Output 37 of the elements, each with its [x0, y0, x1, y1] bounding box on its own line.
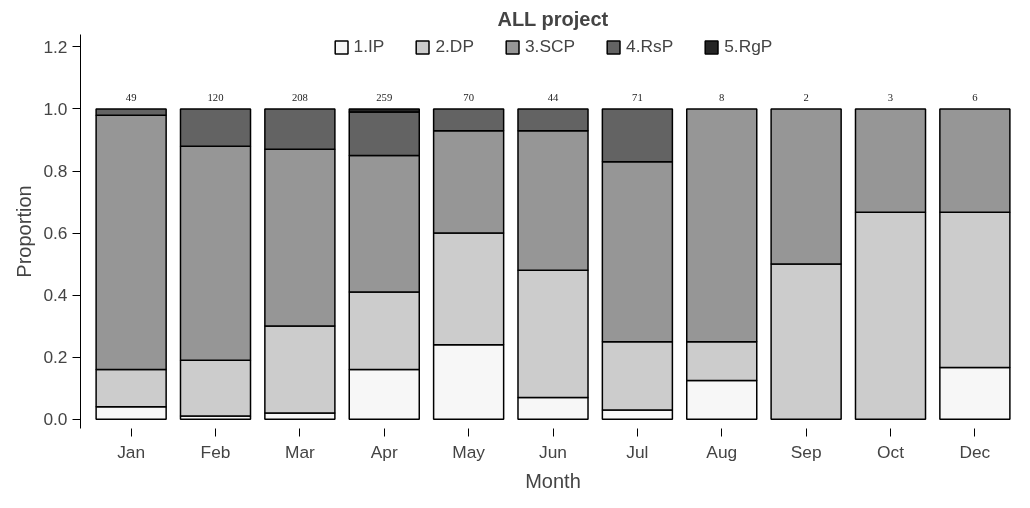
annotation: 44: [547, 92, 559, 104]
legend-label: 3.SCP: [524, 36, 576, 57]
x-tick-label: Apr: [370, 441, 398, 462]
annotation: 208: [291, 92, 308, 104]
y-axis-title: Proportion: [13, 185, 36, 278]
legend-label: 4.RsP: [626, 36, 674, 57]
annotation: 6: [972, 92, 979, 104]
y-tick-label: 1.0: [43, 98, 68, 119]
x-axis-title: Month: [525, 469, 581, 492]
y-tick-label: 0.8: [43, 161, 68, 181]
x-tick-label: Sep: [790, 441, 822, 462]
y-tick-label: 0.2: [43, 347, 68, 368]
annotation: 120: [207, 92, 224, 104]
legend-label: 5.RgP: [724, 36, 773, 57]
x-tick-label: Oct: [877, 441, 905, 462]
y-tick-label: 1.2: [43, 36, 68, 57]
x-tick-label: Feb: [200, 441, 231, 462]
annotation: 259: [376, 92, 393, 104]
annotation: 71: [632, 92, 643, 104]
annotation: 2: [803, 92, 809, 104]
y-tick-label: 0.0: [43, 409, 68, 430]
annotation: 70: [463, 92, 474, 104]
y-tick-label: 0.4: [43, 285, 68, 306]
annotation: 3: [887, 92, 894, 104]
legend-label: 2.DP: [435, 36, 474, 57]
annotation: 8: [719, 92, 725, 104]
annotation: 49: [125, 92, 137, 104]
y-tick-label: 0.6: [43, 223, 68, 244]
chart-title: ALL project: [497, 7, 609, 30]
x-tick-label: Aug: [706, 441, 738, 462]
x-tick-label: Mar: [284, 441, 316, 462]
x-tick-label: May: [452, 441, 486, 462]
legend-label: 1.IP: [353, 36, 385, 57]
x-tick-label: Jul: [626, 441, 649, 462]
x-tick-label: Dec: [959, 441, 991, 462]
x-tick-label: Jan: [117, 441, 146, 462]
x-tick-label: Jun: [539, 441, 567, 462]
